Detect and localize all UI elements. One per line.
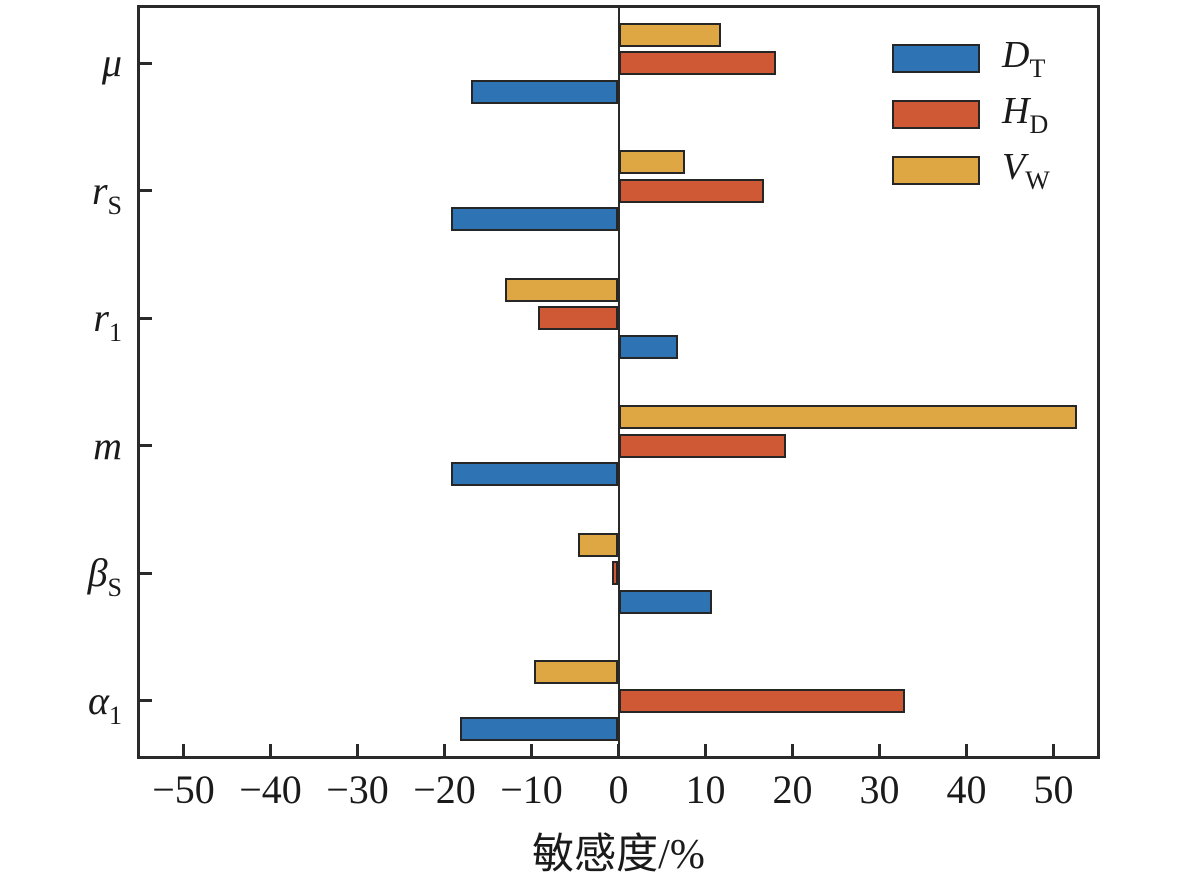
x-tick-label: −20 xyxy=(413,767,476,812)
x-tick-label: 20 xyxy=(772,767,813,812)
y-category-label-2: r1 xyxy=(93,295,122,347)
x-tick-mark xyxy=(704,744,707,756)
y-tick-mark xyxy=(140,571,152,575)
x-tick-label: 50 xyxy=(1033,767,1074,812)
legend-swatch-icon xyxy=(892,44,980,73)
bar-vw-2 xyxy=(504,277,619,302)
bar-dt-2 xyxy=(618,334,678,359)
x-tick-label: −40 xyxy=(239,767,302,812)
bar-hd-0 xyxy=(618,51,776,75)
bar-vw-4 xyxy=(577,532,619,557)
legend-label: DT xyxy=(1002,33,1046,83)
x-tick-mark xyxy=(1052,744,1055,756)
x-tick-label: 10 xyxy=(685,767,726,812)
bar-hd-2 xyxy=(537,306,619,330)
x-tick-mark xyxy=(878,744,881,756)
bar-vw-5 xyxy=(534,660,619,684)
legend-swatch-icon xyxy=(892,156,980,185)
legend-item-dt: DT xyxy=(892,36,1050,81)
bar-dt-3 xyxy=(451,462,619,486)
y-tick-mark xyxy=(140,699,152,702)
y-tick-mark xyxy=(140,316,152,320)
y-category-label-4: βS xyxy=(87,550,122,602)
x-tick-label: −30 xyxy=(326,767,389,812)
bar-hd-1 xyxy=(618,178,764,203)
x-tick-label: 40 xyxy=(946,767,987,812)
x-tick-label: 0 xyxy=(608,767,629,812)
x-tick-label: −50 xyxy=(152,767,215,812)
y-tick-mark xyxy=(140,444,152,447)
bar-hd-5 xyxy=(618,688,905,713)
bar-dt-4 xyxy=(618,589,712,614)
x-tick-mark xyxy=(617,744,620,756)
bar-hd-3 xyxy=(618,433,787,458)
x-tick-mark xyxy=(443,744,446,756)
y-category-label-3: m xyxy=(93,422,122,468)
bar-vw-3 xyxy=(618,405,1077,429)
x-tick-mark xyxy=(182,744,185,756)
bar-vw-1 xyxy=(618,150,686,174)
x-tick-mark xyxy=(269,744,272,756)
bar-hd-4 xyxy=(612,561,619,585)
legend-label: HD xyxy=(1002,89,1049,139)
x-tick-mark xyxy=(356,744,359,756)
bar-vw-0 xyxy=(618,22,722,47)
legend: DT HD VW xyxy=(892,36,1050,212)
y-tick-mark xyxy=(140,189,152,192)
x-tick-label: 30 xyxy=(859,767,900,812)
bar-dt-5 xyxy=(460,717,619,741)
y-category-label-1: rS xyxy=(91,167,122,220)
legend-swatch-icon xyxy=(892,100,980,129)
legend-item-vw: VW xyxy=(892,148,1050,193)
plot-area: DT HD VW xyxy=(137,5,1100,759)
y-category-label-0: μ xyxy=(101,40,122,85)
x-tick-mark xyxy=(530,744,533,756)
bar-dt-1 xyxy=(450,207,619,231)
zero-axis-line xyxy=(617,8,620,756)
x-tick-label: −10 xyxy=(500,767,563,812)
y-category-label-5: α1 xyxy=(88,677,122,730)
x-tick-mark xyxy=(965,744,968,756)
y-tick-mark xyxy=(140,61,152,65)
bar-dt-0 xyxy=(470,79,619,104)
legend-label: VW xyxy=(1002,145,1050,195)
x-axis-title: 敏感度/% xyxy=(532,832,705,878)
legend-item-hd: HD xyxy=(892,92,1050,137)
x-tick-mark xyxy=(791,744,794,756)
